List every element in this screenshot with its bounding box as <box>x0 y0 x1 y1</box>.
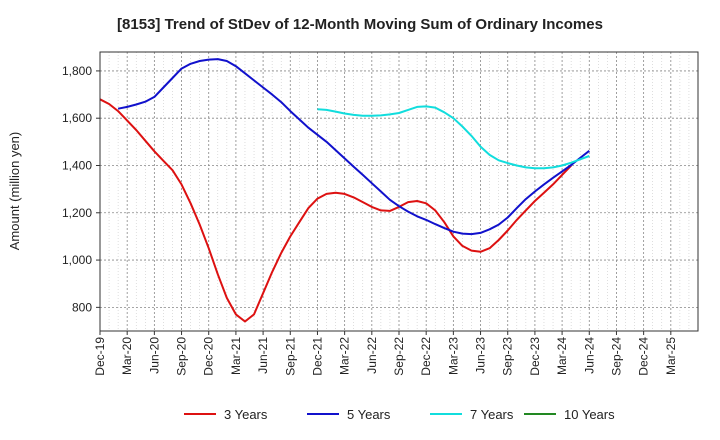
x-tick-label: Jun-21 <box>256 337 270 374</box>
chart-title: [8153] Trend of StDev of 12-Month Moving… <box>117 16 603 33</box>
x-tick-label: Dec-19 <box>93 337 107 376</box>
x-tick-label: Mar-20 <box>120 337 134 375</box>
x-tick-label: Jun-23 <box>474 337 488 374</box>
x-tick-label: Sep-24 <box>609 337 623 376</box>
series-line-3-years <box>99 98 572 323</box>
x-tick-label: Sep-21 <box>283 337 297 376</box>
legend: 3 Years 5 Years 7 Years 10 Years <box>184 407 615 422</box>
x-tick-label: Mar-24 <box>555 337 569 375</box>
legend-label: 7 Years <box>470 407 514 422</box>
y-tick-label: 1,800 <box>62 64 92 78</box>
legend-label: 5 Years <box>347 407 391 422</box>
series-line-7-years <box>317 105 590 170</box>
x-tick-label: Mar-25 <box>664 337 678 375</box>
y-tick-label: 1,000 <box>62 253 92 267</box>
x-tick-label: Dec-24 <box>637 337 651 376</box>
x-tick-label: Dec-21 <box>310 337 324 376</box>
x-tick-label: Sep-22 <box>392 337 406 376</box>
x-axis-ticks: Dec-19 Mar-20 Jun-20 Sep-20 Dec-20 Mar-21 Jun-… <box>93 331 678 376</box>
x-tick-label: Mar-21 <box>229 337 243 375</box>
grid-lines <box>100 52 698 331</box>
x-tick-label: Jun-24 <box>582 337 596 374</box>
legend-label: 10 Years <box>564 407 615 422</box>
y-tick-label: 800 <box>72 300 92 314</box>
x-tick-label: Jun-20 <box>147 337 161 374</box>
y-axis-title: Amount (million yen) <box>7 132 22 251</box>
y-tick-label: 1,400 <box>62 158 92 172</box>
x-tick-label: Dec-20 <box>202 337 216 376</box>
legend-label: 3 Years <box>224 407 268 422</box>
x-tick-label: Dec-23 <box>528 337 542 376</box>
y-tick-label: 1,200 <box>62 206 92 220</box>
x-tick-label: Mar-23 <box>446 337 460 375</box>
y-tick-label: 1,600 <box>62 111 92 125</box>
series-lines <box>99 58 590 323</box>
series-line-5-years <box>117 58 590 236</box>
x-tick-label: Sep-20 <box>175 337 189 376</box>
x-tick-label: Dec-22 <box>419 337 433 376</box>
x-tick-label: Sep-23 <box>501 337 515 376</box>
x-tick-label: Mar-22 <box>338 337 352 375</box>
x-tick-label: Jun-22 <box>365 337 379 374</box>
y-axis-ticks: 800 1,000 1,200 1,400 1,600 1,800 <box>62 64 100 314</box>
